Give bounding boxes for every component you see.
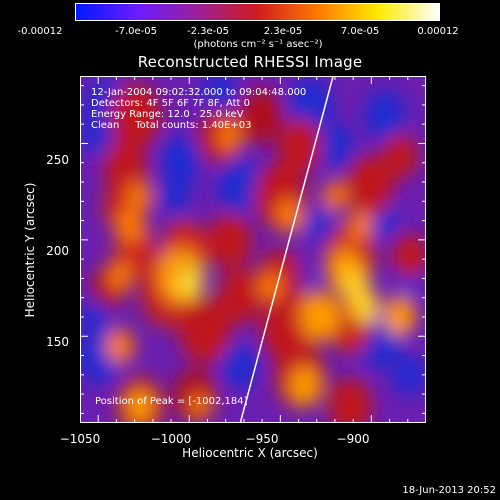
x-tick-label: −1000 [150, 432, 192, 446]
footer-timestamp: 18-Jun-2013 20:52 [402, 485, 496, 496]
heatmap-blob [222, 343, 258, 389]
heatmap-blob [179, 298, 231, 364]
colorbar [75, 3, 440, 21]
x-tick-label: −1050 [59, 432, 101, 446]
plot-area: 12-Jan-2004 09:02:32.000 to 09:04:48.000… [80, 76, 426, 423]
heatmap-blob [160, 136, 200, 186]
colorbar-tick-1: -7.0e-05 [115, 26, 157, 37]
x-tick-label: −950 [245, 432, 279, 446]
heatmap-blob [176, 263, 204, 299]
heatmap-blob [161, 178, 189, 214]
x-axis-label: Heliocentric X (arcsec) [182, 446, 318, 460]
heatmap-blob [128, 181, 152, 211]
colorbar-tick-4: 7.0e-05 [340, 26, 380, 37]
heatmap-blob [348, 211, 372, 241]
heatmap-blob [81, 298, 109, 334]
heatmap-blob [202, 76, 238, 119]
y-tick-label: 200 [46, 244, 69, 258]
heatmap-blob [351, 288, 379, 324]
heatmap-blob [328, 378, 372, 423]
heatmap-blob [346, 156, 394, 216]
heatmap-blob [276, 198, 304, 234]
heatmap-blob [82, 111, 118, 157]
annotation-method-counts: Clean Total counts: 1.40E+03 [91, 120, 252, 131]
heatmap-blob [218, 268, 262, 324]
annotation-energy-range: Energy Range: 12.0 - 25.0 keV [91, 109, 244, 120]
heatmap-blob [258, 271, 282, 301]
annotation-time-range: 12-Jan-2004 09:02:32.000 to 09:04:48.000 [91, 87, 307, 98]
heatmap-blob [392, 233, 426, 279]
heatmap-blob [289, 366, 321, 406]
colorbar-tick-2: -2.3e-05 [187, 26, 229, 37]
heatmap-blob [394, 356, 426, 396]
y-tick-label: 150 [46, 335, 69, 349]
peak-marker [181, 266, 190, 275]
heatmap-blob [108, 261, 132, 291]
chart-title: Reconstructed RHESSI Image [137, 53, 363, 71]
heatmap-blob [365, 91, 405, 141]
heatmap-blob [116, 208, 144, 244]
heatmap-image [80, 76, 426, 423]
heatmap-blob [300, 291, 340, 341]
colorbar-tick-5: 0.00012 [417, 26, 459, 37]
heatmap-blob [208, 213, 252, 269]
limb-line [239, 76, 334, 423]
heatmap-blob [218, 121, 242, 151]
heatmap-blob [126, 388, 154, 423]
colorbar-tick-3: 2.3e-05 [263, 26, 303, 37]
heatmap-blob [190, 393, 210, 419]
y-axis-label: Heliocentric Y (arcsec) [23, 182, 37, 318]
colorbar-tick-0: -0.00012 [17, 26, 63, 37]
heatmap-blob [106, 328, 134, 364]
heatmap-blob [306, 208, 334, 244]
heatmap-blob [384, 296, 416, 336]
heatmap-blob [218, 158, 262, 214]
annotation-detectors: Detectors: 4F 5F 6F 7F 8F, Att 0 [91, 98, 251, 109]
heatmap-blob [109, 83, 161, 149]
heatmap-blob [323, 181, 347, 211]
y-tick-label: 250 [46, 153, 69, 167]
x-tick-label: −900 [336, 432, 370, 446]
heatmap-blob [382, 133, 418, 179]
annotation-peak-position: Position of Peak = [-1002,184] [95, 396, 248, 407]
heatmap-blob [103, 138, 147, 194]
colorbar-unit-label: (photons cm⁻² s⁻¹ asec⁻²) [193, 39, 323, 50]
heatmap-blob [317, 123, 353, 169]
heatmap-blob [238, 88, 282, 144]
